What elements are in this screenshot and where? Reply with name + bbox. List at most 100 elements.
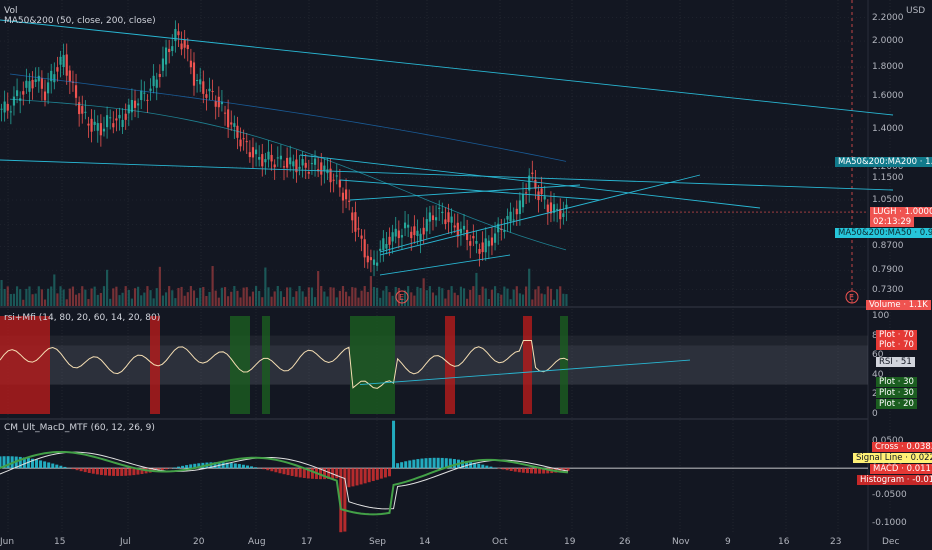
candle-body <box>140 90 143 101</box>
volume-bar <box>236 290 239 306</box>
candle-body <box>394 228 397 237</box>
macd-histogram-bar <box>501 468 505 470</box>
volume-bar <box>500 294 503 306</box>
volume-bar <box>515 286 518 306</box>
volume-bar <box>282 296 286 306</box>
volume-bar <box>133 288 137 306</box>
macd-histogram-tag: Histogram · -0.0113 <box>857 475 932 485</box>
candle-body <box>422 227 425 235</box>
ma-indicator-title[interactable]: MA50&200 (50, close, 200, close) <box>4 16 156 26</box>
volume-bar <box>490 289 494 306</box>
volume-bar <box>81 286 84 306</box>
macd-histogram-bar <box>71 468 75 470</box>
candle-body <box>168 48 171 53</box>
candle-body <box>441 211 444 214</box>
volume-bar <box>416 286 419 306</box>
volume-bar <box>348 296 351 306</box>
candle-body <box>248 152 251 158</box>
price-tick-label: 1.4000 <box>872 124 904 135</box>
volume-bar <box>565 294 568 306</box>
rsi-zone <box>523 316 532 414</box>
macd-histogram-bar <box>298 468 302 478</box>
time-tick-label: 14 <box>419 537 431 547</box>
macd-indicator-title[interactable]: CM_Ult_MacD_MTF (60, 12, 26, 9) <box>4 423 155 433</box>
macd-histogram-bar <box>302 468 306 478</box>
candle-body <box>202 81 205 94</box>
macd-histogram-bar <box>87 468 91 473</box>
candle-body <box>137 103 140 106</box>
volume-bar <box>562 293 565 306</box>
candle-body <box>174 29 177 42</box>
candle-body <box>109 117 112 119</box>
volume-bar <box>320 286 323 306</box>
candle-body <box>155 79 158 88</box>
volume-bar <box>518 293 521 306</box>
candle-body <box>484 238 487 253</box>
volume-bar <box>90 288 93 306</box>
candle-body <box>456 222 459 237</box>
macd-histogram-bar <box>424 458 428 469</box>
candle-body <box>279 155 282 160</box>
macd-histogram-bar <box>408 460 412 469</box>
volume-bar <box>164 292 168 306</box>
macd-histogram-bar <box>542 468 546 474</box>
candle-body <box>447 212 450 223</box>
candle-body <box>282 166 286 168</box>
candle-body <box>503 230 506 233</box>
volume-bar <box>552 299 556 306</box>
volume-bar <box>9 294 12 306</box>
macd-histogram-bar <box>112 468 116 476</box>
volume-bar <box>447 290 450 306</box>
macd-histogram-bar <box>359 468 363 485</box>
macd-histogram-bar <box>436 457 440 469</box>
candle-body <box>289 157 292 165</box>
macd-histogram-bar <box>493 467 497 469</box>
rsi-zone <box>560 316 568 414</box>
macd-histogram-bar <box>566 468 570 471</box>
candle-body <box>481 242 484 253</box>
volume-bar <box>366 291 369 306</box>
candle-body <box>133 100 137 108</box>
rsi-indicator-title[interactable]: rsi+Mfi (14, 80, 20, 60, 14, 20, 80) <box>4 313 161 323</box>
macd-histogram-bar <box>160 468 164 471</box>
candle-body <box>301 159 304 166</box>
macd-histogram-bar <box>290 468 294 476</box>
volume-bar <box>149 290 152 306</box>
candle-body <box>127 104 130 114</box>
volume-bar <box>189 286 192 306</box>
price-tick-label: 1.1500 <box>872 172 904 183</box>
macd-histogram-bar <box>83 468 87 473</box>
candle-body <box>211 90 214 92</box>
volume-bar <box>559 286 562 306</box>
macd-histogram-bar <box>225 462 229 469</box>
macd-histogram-bar <box>546 468 550 474</box>
rsi-tick-label: 100 <box>872 311 890 321</box>
volume-bar <box>354 287 357 306</box>
candle-body <box>351 212 354 221</box>
macd-histogram-bar <box>79 468 83 472</box>
volume-bar <box>376 287 379 306</box>
candle-body <box>233 123 236 127</box>
volume-bar <box>472 286 475 306</box>
candle-body <box>115 118 118 121</box>
time-tick-label: 9 <box>725 537 731 547</box>
candle-body <box>546 204 549 213</box>
trend-line <box>299 154 761 209</box>
macd-histogram-bar <box>136 468 140 475</box>
volume-bar <box>332 287 335 306</box>
macd-histogram-bar <box>245 465 249 469</box>
volume-bar <box>357 297 360 306</box>
candle-body <box>118 114 121 119</box>
macd-histogram-bar <box>371 468 375 482</box>
rsi-line <box>0 340 569 389</box>
candle-body <box>562 213 565 218</box>
candle-body <box>323 165 326 172</box>
volume-bar <box>105 269 109 306</box>
candle-body <box>273 164 276 168</box>
candle-body <box>6 103 9 111</box>
candle-body <box>385 243 388 249</box>
vol-indicator-title[interactable]: Vol <box>4 6 18 16</box>
earnings-marker-label: E <box>849 293 854 302</box>
rsi-zone <box>230 316 250 414</box>
